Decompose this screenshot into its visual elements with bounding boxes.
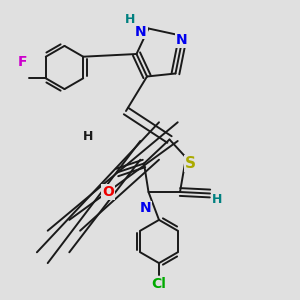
Text: H: H — [212, 193, 223, 206]
Text: N: N — [135, 25, 147, 38]
Text: H: H — [125, 13, 136, 26]
Text: N: N — [140, 202, 151, 215]
Text: N: N — [176, 34, 187, 47]
Text: S: S — [185, 156, 196, 171]
Text: F: F — [18, 55, 27, 68]
Text: Cl: Cl — [152, 277, 166, 290]
Text: H: H — [83, 130, 94, 143]
Text: O: O — [102, 185, 114, 199]
